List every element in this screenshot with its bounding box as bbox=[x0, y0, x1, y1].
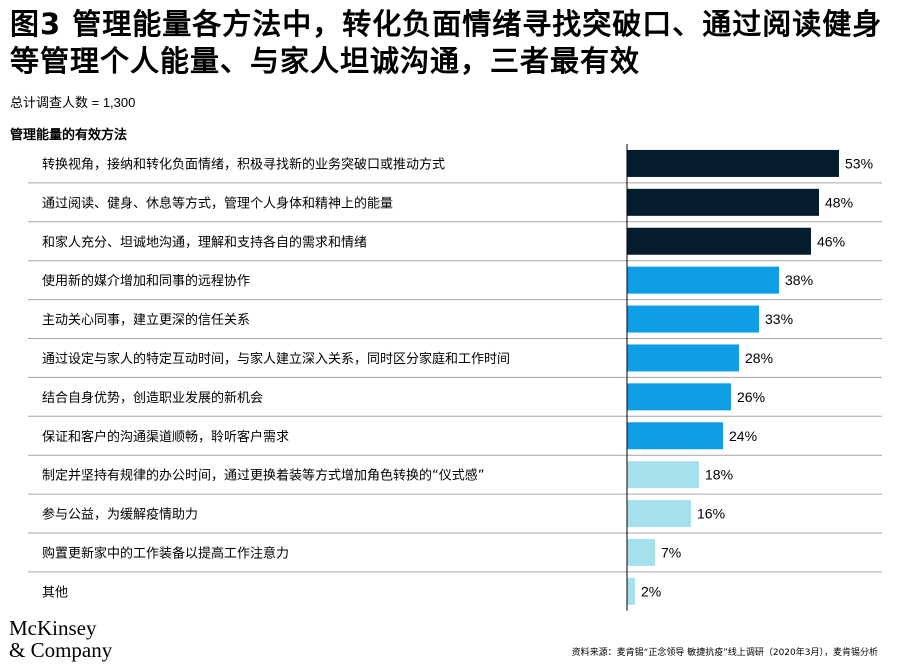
bar bbox=[627, 149, 839, 177]
bar bbox=[627, 188, 819, 216]
category-label: 参与公益，为缓解疫情助力 bbox=[42, 507, 198, 523]
logo-line-1: McKinsey bbox=[9, 616, 97, 640]
category-label: 和家人充分、坦诚地沟通，理解和支持各自的需求和情绪 bbox=[42, 234, 367, 250]
value-label: 53% bbox=[845, 155, 873, 171]
value-label: 46% bbox=[817, 233, 845, 249]
sample-size-note: 总计调查人数 = 1,300 bbox=[10, 95, 136, 110]
bar bbox=[627, 227, 811, 255]
category-label: 使用新的媒介增加和同事的远程协作 bbox=[42, 273, 250, 289]
value-label: 2% bbox=[641, 583, 661, 599]
value-label: 18% bbox=[705, 467, 733, 483]
value-label: 28% bbox=[745, 350, 773, 366]
source-note: 资料来源：麦肯锡“正念领导 敏捷抗疫”线上调研（2020年3月），麦肯锡分析 bbox=[571, 648, 878, 658]
bar bbox=[627, 305, 759, 333]
chart-title: 图3 管理能量各方法中，转化负面情绪寻找突破口、通过阅读健身等管理个人能量、与家… bbox=[10, 7, 883, 78]
bar bbox=[627, 538, 655, 566]
category-label: 其他 bbox=[42, 585, 68, 600]
category-label: 制定并坚持有规律的办公时间，通过更换着装等方式增加角色转换的“仪式感” bbox=[42, 468, 484, 484]
logo-line-2: & Company bbox=[9, 638, 113, 662]
mckinsey-logo: McKinsey & Company bbox=[9, 617, 112, 661]
value-label: 7% bbox=[661, 544, 681, 560]
bar bbox=[627, 344, 739, 372]
bar bbox=[627, 461, 699, 489]
value-label: 33% bbox=[765, 311, 793, 327]
bar bbox=[627, 266, 779, 294]
value-label: 26% bbox=[737, 389, 765, 405]
bar bbox=[627, 577, 635, 605]
value-label: 38% bbox=[785, 272, 813, 288]
category-label: 保证和客户的沟通渠道顺畅，聆听客户需求 bbox=[42, 429, 289, 445]
value-label: 24% bbox=[729, 428, 757, 444]
category-label: 转换视角，接纳和转化负面情绪，积极寻找新的业务突破口或推动方式 bbox=[42, 156, 445, 172]
category-axis-title: 管理能量的有效方法 bbox=[10, 128, 128, 143]
category-label: 通过设定与家人的特定互动时间，与家人建立深入关系，同时区分家庭和工作时间 bbox=[42, 351, 510, 367]
category-label: 购置更新家中的工作装备以提高工作注意力 bbox=[42, 545, 289, 561]
bar bbox=[627, 383, 731, 411]
bar bbox=[627, 500, 691, 528]
value-label: 16% bbox=[697, 506, 725, 522]
bar bbox=[627, 422, 723, 450]
category-label: 通过阅读、健身、休息等方式，管理个人身体和精神上的能量 bbox=[42, 195, 393, 211]
value-label: 48% bbox=[825, 194, 853, 210]
category-label: 结合自身优势，创造职业发展的新机会 bbox=[42, 390, 263, 406]
category-label: 主动关心同事，建立更深的信任关系 bbox=[42, 312, 250, 328]
